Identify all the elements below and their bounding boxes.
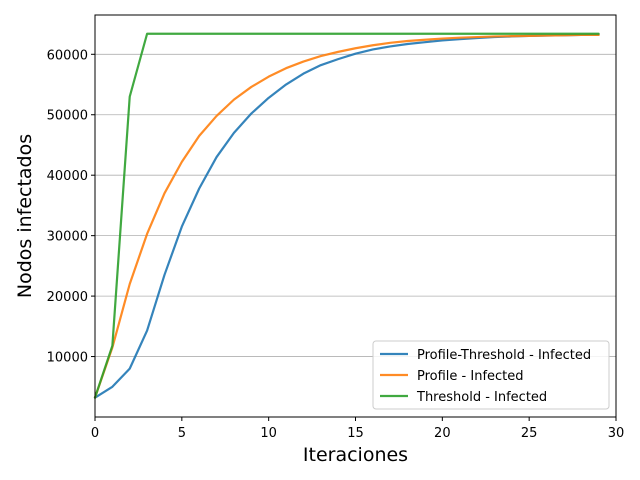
- x-tick-label: 30: [608, 426, 625, 441]
- series-lines: [93, 32, 600, 399]
- x-tick-label: 5: [178, 426, 186, 441]
- x-tick-label: 25: [521, 426, 538, 441]
- grid: [95, 53, 616, 357]
- series-line-3: [93, 32, 600, 399]
- y-tick-label: 40000: [47, 169, 88, 184]
- x-tick-label: 20: [434, 426, 451, 441]
- series-line-2: [93, 33, 600, 399]
- legend-label: Profile - Infected: [417, 369, 524, 384]
- x-tick-label: 0: [91, 426, 99, 441]
- x-axis-label: Iteraciones: [303, 444, 408, 466]
- legend-label: Profile-Threshold - Infected: [417, 348, 591, 363]
- y-tick-label: 10000: [47, 351, 88, 366]
- y-tick-label: 50000: [47, 109, 88, 124]
- legend-box: [372, 340, 610, 410]
- legend-label: Threshold - Infected: [416, 390, 547, 405]
- y-tick-label: 60000: [47, 48, 88, 63]
- legend: Profile-Threshold - Infected Profile - In…: [372, 340, 610, 410]
- y-axis-label: Nodos infectados: [14, 134, 36, 298]
- x-tick-label: 15: [347, 426, 364, 441]
- axis-ticks: 0 5 10 15 20 25 30 10000 20000 30000 40000 50000 600…: [47, 48, 625, 441]
- x-tick-label: 10: [260, 426, 277, 441]
- y-tick-label: 20000: [47, 290, 88, 305]
- y-tick-label: 30000: [47, 230, 88, 245]
